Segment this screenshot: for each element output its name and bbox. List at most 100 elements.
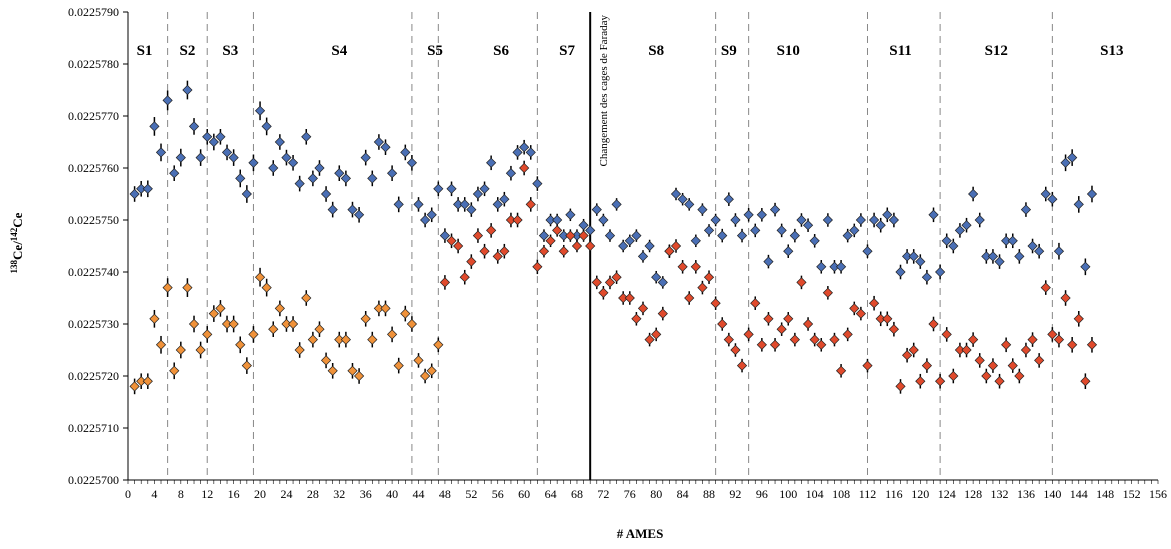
data-point [439,277,451,288]
data-point [948,240,959,252]
data-point [1020,344,1032,356]
data-point [519,142,530,153]
x-tick-label: 80 [650,487,662,501]
data-point [360,152,371,163]
data-point [651,329,662,340]
segment-label: S1 [137,43,153,59]
data-point [1047,194,1058,205]
segment-label: S2 [180,43,196,59]
data-point [717,318,728,330]
data-point [155,339,167,350]
data-point [327,365,338,376]
data-point [215,303,226,314]
data-point [769,339,781,350]
data-point [657,277,668,288]
x-axis-title: # AMES [617,526,664,541]
data-point [776,324,787,335]
data-point [149,121,160,132]
data-point [347,365,358,376]
data-point [1053,246,1065,257]
data-point [855,308,866,319]
data-point [789,230,800,241]
x-tick-label: 108 [832,487,850,501]
data-point [420,370,431,382]
segment-label: S13 [1100,43,1123,59]
data-point [228,152,239,163]
y-tick-label: 0.0225760 [68,161,119,175]
data-point [928,318,939,330]
x-tick-label: 40 [386,487,398,501]
x-tick-label: 16 [228,487,240,501]
data-point [895,381,906,392]
data-point [578,220,589,231]
data-point [710,214,721,226]
data-point [367,334,378,345]
data-point [142,183,153,194]
data-point [552,225,563,236]
data-point [129,381,140,392]
data-point [274,303,285,314]
data-point [902,350,913,361]
data-point [1020,204,1032,215]
data-point [829,334,840,345]
data-point [420,214,431,226]
data-point [532,178,543,189]
data-point [822,214,833,226]
data-point [968,188,979,200]
data-point [598,287,609,298]
data-point [169,365,180,376]
data-point [783,313,794,324]
data-point [446,235,457,246]
data-point [750,225,761,236]
data-point [268,324,279,335]
x-tick-label: 136 [1017,487,1035,501]
data-point [248,157,259,168]
data-point [1060,292,1071,304]
x-tick-labels: 0 4 8 12 16 20 24 28 32 36 40 44 48 52 56 60 64 68 72 76 80 8… [125,487,1167,501]
data-point [1086,188,1098,200]
data-point [274,136,285,148]
data-point [241,360,252,371]
data-point [486,157,497,168]
data-point [406,318,418,330]
data-point [974,355,985,366]
data-point [1086,339,1098,350]
data-point [1001,339,1012,350]
x-tick-label: 124 [938,487,956,501]
data-point [472,230,484,241]
data-point [387,329,398,340]
data-point [208,308,219,319]
segment-label: S10 [777,43,800,59]
segment-label: S3 [222,43,238,59]
data-point [631,313,642,324]
data-point [697,282,708,293]
data-point [809,334,820,345]
y-axis-title-sup2: 142 [9,227,19,241]
data-point [261,282,272,293]
data-point [235,339,246,350]
data-point [294,178,305,189]
data-point [565,209,576,220]
data-point [868,298,880,309]
x-tick-label: 24 [280,487,292,501]
x-tick-label: 152 [1123,487,1141,501]
x-tick-label: 140 [1043,487,1061,501]
data-point [512,147,523,158]
data-point [307,173,318,184]
data-point [1040,188,1051,200]
data-point [684,199,695,210]
data-point [968,334,979,345]
data-point [710,298,721,309]
data-point [426,209,437,220]
data-point [512,214,523,226]
data-point [307,334,318,345]
x-tick-label: 56 [492,487,504,501]
data-point [802,220,814,231]
y-axis-title-end: Ce [10,212,25,227]
data-point [453,240,464,252]
data-point [816,261,827,272]
data-point [855,214,866,226]
segment-label: S6 [493,43,509,59]
data-point [1007,235,1018,246]
data-point [644,334,655,345]
